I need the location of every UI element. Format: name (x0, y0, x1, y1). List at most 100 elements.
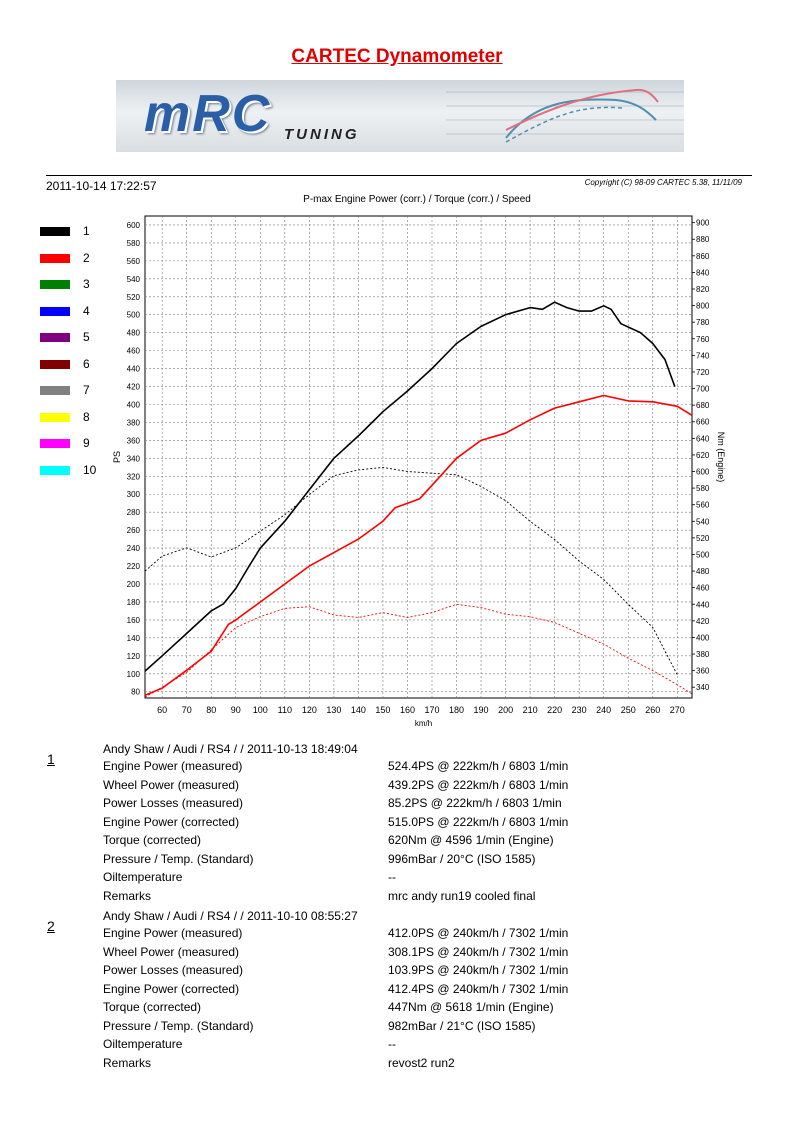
legend-label: 5 (83, 330, 90, 344)
legend-swatch (40, 439, 70, 448)
run-row: Oiltemperature -- (103, 870, 723, 888)
x-tick-label: 190 (474, 705, 489, 715)
run-row-value: 515.0PS @ 222km/h / 6803 1/min (388, 814, 569, 829)
series-line-1-dashed (144, 466, 678, 676)
y-left-axis-label: PS (112, 451, 122, 463)
page-title-text: CARTEC Dynamometer (291, 46, 503, 67)
run-row-label: Oiltemperature (103, 1037, 183, 1051)
y-right-tick-label: 600 (696, 468, 710, 477)
y-left-tick-label: 180 (127, 598, 141, 607)
y-left-tick-label: 380 (127, 418, 141, 427)
run-row-label: Engine Power (measured) (103, 759, 243, 773)
run-row-label: Torque (corrected) (103, 1000, 202, 1014)
chart-title: P-max Engine Power (corr.) / Torque (cor… (303, 194, 531, 205)
legend-item: 2 (40, 251, 110, 267)
y-right-tick-label: 620 (696, 451, 710, 460)
run-header: Andy Shaw / Audi / RS4 / / 2011-10-10 08… (103, 909, 358, 923)
run-row-label: Remarks (103, 1055, 152, 1070)
y-right-tick-label: 520 (696, 534, 710, 543)
run-row: Torque (corrected) 620Nm @ 4596 1/min (En… (103, 833, 723, 851)
run-row-value: 447Nm @ 5618 1/min (Engine) (388, 1000, 554, 1014)
y-left-tick-label: 520 (127, 293, 141, 302)
y-left-tick-label: 80 (131, 688, 140, 697)
y-right-tick-label: 760 (696, 335, 710, 344)
y-right-tick-label: 700 (696, 385, 710, 394)
legend-label: 2 (83, 250, 90, 265)
run-row-label: Pressure / Temp. (Standard) (103, 1018, 254, 1033)
run-row: Remarks mrc andy run19 cooled final (103, 889, 723, 907)
run-row: Wheel Power (measured) 308.1PS @ 240km/h … (103, 945, 723, 963)
y-left-tick-label: 100 (127, 670, 141, 679)
x-tick-label: 250 (621, 705, 636, 715)
y-right-tick-label: 680 (696, 401, 710, 410)
page-title: CARTEC Dynamometer (0, 46, 794, 68)
x-tick-label: 210 (523, 705, 538, 715)
x-tick-label: 260 (645, 705, 660, 715)
y-left-tick-label: 420 (127, 383, 141, 392)
legend-swatch (40, 465, 70, 475)
y-right-tick-label: 560 (696, 501, 710, 510)
y-right-tick-label: 540 (696, 517, 710, 526)
run-row-label: Power Losses (measured) (103, 963, 244, 977)
run-header: Andy Shaw / Audi / RS4 / / 2011-10-13 18… (103, 742, 358, 756)
run-row: Engine Power (corrected) 412.4PS @ 240km/… (103, 982, 723, 1000)
y-right-tick-label: 480 (696, 567, 710, 576)
y-left-tick-label: 560 (127, 257, 141, 266)
dyno-chart: 60 70 80 90 100 110 120 130 140 150 160 170 180 190 20… (112, 215, 726, 728)
run-row-label: Remarks (103, 888, 152, 903)
x-tick-label: 150 (375, 705, 390, 715)
legend-item: 5 (40, 330, 110, 346)
y-right-tick-label: 400 (696, 633, 710, 642)
run-row-label: Engine Power (corrected) (103, 981, 240, 996)
y-left-tick-label: 500 (127, 311, 141, 320)
y-right-tick-label: 500 (696, 550, 710, 559)
series-line-2-solid (144, 394, 693, 697)
x-tick-label: 100 (253, 705, 268, 715)
run-row: Engine Power (corrected) 515.0PS @ 222km/… (103, 815, 723, 833)
y-left-tick-label: 440 (127, 365, 141, 374)
x-tick-label: 80 (206, 705, 216, 715)
run-row: Remarks revost2 run2 (103, 1056, 723, 1074)
y-right-tick-label: 820 (696, 285, 710, 294)
y-left-tick-label: 460 (127, 347, 141, 356)
run-row-value: 308.1PS @ 240km/h / 7302 1/min (388, 944, 569, 959)
run-row-label: Wheel Power (measured) (103, 944, 240, 959)
y-left-tick-label: 320 (127, 472, 141, 481)
y-right-tick-label: 780 (696, 318, 710, 327)
x-tick-label: 140 (351, 705, 366, 715)
legend-label: 7 (83, 383, 90, 397)
y-left-tick-label: 540 (127, 275, 141, 284)
legend-item: 6 (40, 357, 110, 373)
legend-label: 8 (83, 409, 90, 424)
y-left-tick-label: 480 (127, 329, 141, 338)
run-row-label: Torque (corrected) (103, 833, 202, 847)
run-row-label: Engine Power (measured) (103, 926, 243, 940)
run-row-value: 412.4PS @ 240km/h / 7302 1/min (388, 981, 569, 996)
banner-subtitle: TUNING (284, 126, 360, 143)
legend-swatch (40, 386, 70, 395)
run-row: Pressure / Temp. (Standard) 996mBar / 20°… (103, 852, 723, 870)
y-right-tick-label: 840 (696, 268, 710, 277)
y-right-tick-label: 900 (696, 219, 710, 228)
banner-logo: mRC (144, 85, 272, 143)
plot-frame (144, 215, 693, 699)
run-row: Engine Power (measured) 524.4PS @ 222km/h… (103, 759, 723, 777)
run-row-value: -- (388, 1037, 396, 1051)
run-row-value: 85.2PS @ 222km/h / 6803 1/min (388, 796, 562, 810)
header-rule (46, 175, 752, 176)
run-row: Engine Power (measured) 412.0PS @ 240km/h… (103, 926, 723, 944)
x-tick-label: 170 (424, 705, 439, 715)
run-number: 2 (47, 918, 55, 934)
y-right-tick-label: 380 (696, 650, 710, 659)
x-tick-label: 230 (572, 705, 587, 715)
run-row-value: 103.9PS @ 240km/h / 7302 1/min (388, 963, 569, 977)
y-left-tick-label: 260 (127, 526, 141, 535)
x-axis-label: km/h (415, 719, 432, 728)
run-row-value: 412.0PS @ 240km/h / 7302 1/min (388, 926, 569, 940)
legend-label: 1 (83, 224, 90, 238)
legend-label: 10 (83, 462, 97, 477)
y-left-tick-label: 280 (127, 508, 141, 517)
legend-label: 6 (83, 356, 90, 371)
y-left-tick-label: 160 (127, 616, 141, 625)
y-left-tick-label: 360 (127, 436, 141, 445)
